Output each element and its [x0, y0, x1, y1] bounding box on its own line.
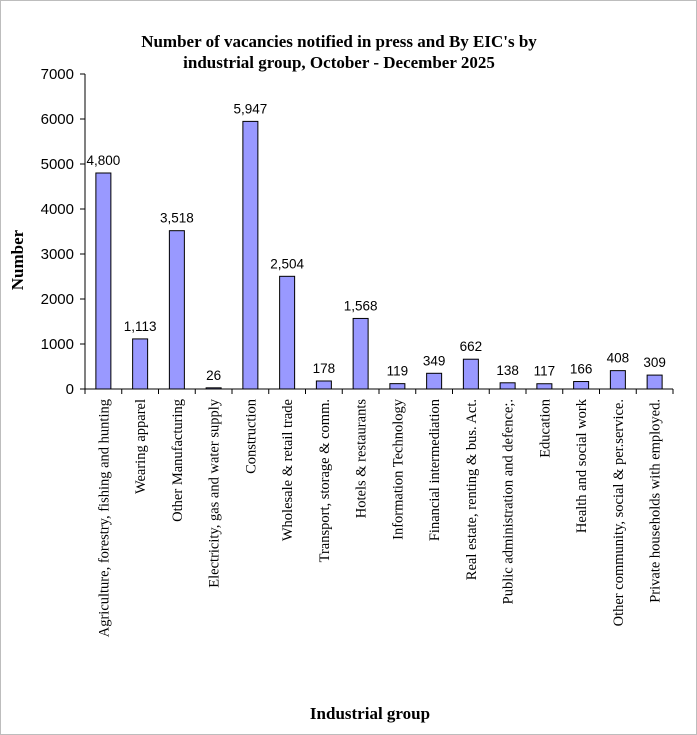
data-label: 178	[313, 361, 336, 376]
data-label: 662	[460, 339, 483, 354]
bar	[168, 230, 185, 390]
data-label: 119	[387, 364, 409, 379]
y-tick-label: 3000	[41, 246, 74, 263]
y-tick-label: 7000	[41, 66, 74, 83]
bar	[646, 374, 663, 390]
bar	[573, 381, 590, 390]
bar	[242, 120, 259, 390]
data-label: 117	[534, 364, 556, 379]
category-label: Information Technology	[390, 398, 406, 540]
y-tick-label: 2000	[41, 291, 74, 308]
bar	[95, 172, 112, 390]
data-label: 3,518	[160, 211, 194, 226]
y-axis-title: Number	[8, 229, 27, 290]
x-axis-title: Industrial group	[310, 704, 430, 723]
bar	[389, 383, 406, 390]
category-label: Private households with employed.	[648, 399, 664, 603]
data-label: 309	[643, 355, 666, 370]
y-tick-label: 0	[66, 381, 74, 398]
bar	[499, 382, 516, 390]
category-label: Other community, social & per.service.	[611, 399, 627, 626]
y-tick-label: 6000	[41, 111, 74, 128]
category-label: Public administration and defence;.	[501, 399, 517, 604]
bar	[536, 383, 553, 390]
data-label: 1,113	[124, 319, 157, 334]
category-label: Financial intermediation	[427, 398, 443, 541]
category-label: Agriculture, forestry, fishing and hunti…	[96, 399, 112, 637]
y-tick-label: 1000	[41, 336, 74, 353]
category-label: Wholesale & retail trade	[280, 399, 296, 541]
data-label: 4,800	[86, 153, 120, 168]
bar	[315, 380, 332, 390]
data-label: 349	[423, 353, 446, 368]
chart-title-line-1: Number of vacancies notified in press an…	[141, 32, 537, 51]
data-label: 5,947	[233, 101, 267, 116]
data-label: 26	[206, 368, 221, 383]
bar	[426, 372, 443, 390]
bar	[279, 275, 296, 390]
data-label: 166	[570, 362, 593, 377]
chart-title-line-2: industrial group, October - December 202…	[183, 53, 495, 72]
bar	[352, 317, 369, 390]
category-label: Other Manufacturing	[170, 399, 186, 522]
data-label: 138	[496, 363, 519, 378]
bar	[462, 358, 479, 390]
category-label: Health and social work	[574, 398, 590, 533]
y-tick-label: 5000	[41, 156, 74, 173]
category-label: Electricity, gas and water supply	[207, 398, 223, 587]
data-label: 408	[607, 351, 630, 366]
bar	[609, 370, 626, 390]
category-label: Hotels & restaurants	[354, 399, 370, 519]
bar	[205, 387, 222, 390]
category-label: Construction	[243, 398, 259, 474]
category-label: Transport, storage & comm.	[317, 399, 333, 562]
data-label: 1,568	[344, 298, 378, 313]
bar	[132, 338, 149, 390]
category-label: Wearing apparel	[133, 399, 149, 494]
category-label: Education	[537, 398, 553, 458]
category-label: Real estate, renting & bus. Act.	[464, 399, 480, 580]
data-label: 2,504	[270, 256, 304, 271]
plot-area: 0 1000 2000 3000 4000 5000 6000 7000 4,800 Agricu…	[41, 66, 674, 637]
y-tick-label: 4000	[41, 201, 74, 218]
